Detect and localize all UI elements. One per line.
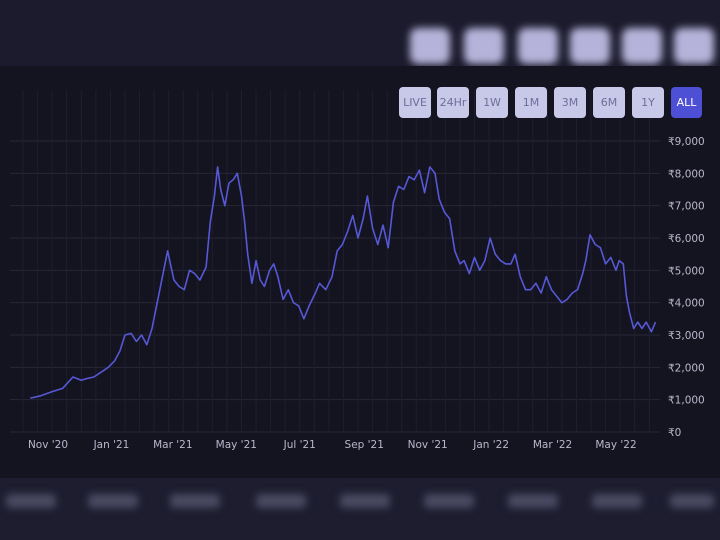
x-tick-label: Mar '22 xyxy=(533,439,572,451)
chart-panel xyxy=(0,66,720,478)
blurred-footer-item xyxy=(256,494,306,508)
x-tick-label: May '22 xyxy=(595,439,636,451)
range-button-all[interactable]: ALL xyxy=(671,87,702,118)
y-tick-label: ₹6,000 xyxy=(668,233,705,245)
range-button-1w[interactable]: 1W xyxy=(476,87,508,118)
blurred-footer-item xyxy=(6,494,56,508)
blurred-header-item xyxy=(518,28,558,64)
blurred-header-item xyxy=(674,28,714,64)
blurred-header-item xyxy=(570,28,610,64)
y-tick-label: ₹2,000 xyxy=(668,362,705,374)
range-button-live[interactable]: LIVE xyxy=(399,87,431,118)
x-axis: Nov '20 Jan '21 Mar '21 May '21 Jul '21 Sep '… xyxy=(28,439,637,451)
y-tick-label: ₹9,000 xyxy=(668,136,705,148)
y-tick-label: ₹8,000 xyxy=(668,168,705,180)
y-tick-label: ₹3,000 xyxy=(668,330,705,342)
blurred-footer-item xyxy=(88,494,138,508)
blurred-footer-item xyxy=(170,494,220,508)
x-tick-label: Jan '22 xyxy=(472,439,509,451)
blurred-footer-item xyxy=(340,494,390,508)
x-tick-label: May '21 xyxy=(216,439,257,451)
y-tick-label: ₹7,000 xyxy=(668,201,705,213)
x-tick-label: Jan '21 xyxy=(93,439,130,451)
x-tick-label: Jul '21 xyxy=(283,439,316,451)
blurred-footer-item xyxy=(670,494,714,508)
x-tick-label: Nov '20 xyxy=(28,439,68,451)
x-tick-label: Nov '21 xyxy=(408,439,448,451)
y-tick-label: ₹1,000 xyxy=(668,395,705,407)
range-button-1m[interactable]: 1M xyxy=(515,87,547,118)
blurred-header-item xyxy=(464,28,504,64)
x-tick-label: Mar '21 xyxy=(153,439,192,451)
y-axis: ₹0 ₹1,000 ₹2,000 ₹3,000 ₹4,000 ₹5,000 ₹6,000 ₹7… xyxy=(668,136,705,439)
price-series-line xyxy=(30,166,657,399)
y-tick-label: ₹4,000 xyxy=(668,298,705,310)
y-tick-label: ₹5,000 xyxy=(668,265,705,277)
x-tick-label: Sep '21 xyxy=(345,439,384,451)
blurred-header-item xyxy=(622,28,662,64)
blurred-footer-item xyxy=(508,494,558,508)
blurred-header-item xyxy=(410,28,450,64)
range-button-6m[interactable]: 6M xyxy=(593,87,625,118)
y-tick-label: ₹0 xyxy=(668,427,681,439)
blurred-footer-item xyxy=(592,494,642,508)
blurred-footer-item xyxy=(424,494,474,508)
range-button-1y[interactable]: 1Y xyxy=(632,87,664,118)
footer-band xyxy=(0,478,720,540)
range-button-24hr[interactable]: 24Hr xyxy=(437,87,469,118)
range-button-3m[interactable]: 3M xyxy=(554,87,586,118)
